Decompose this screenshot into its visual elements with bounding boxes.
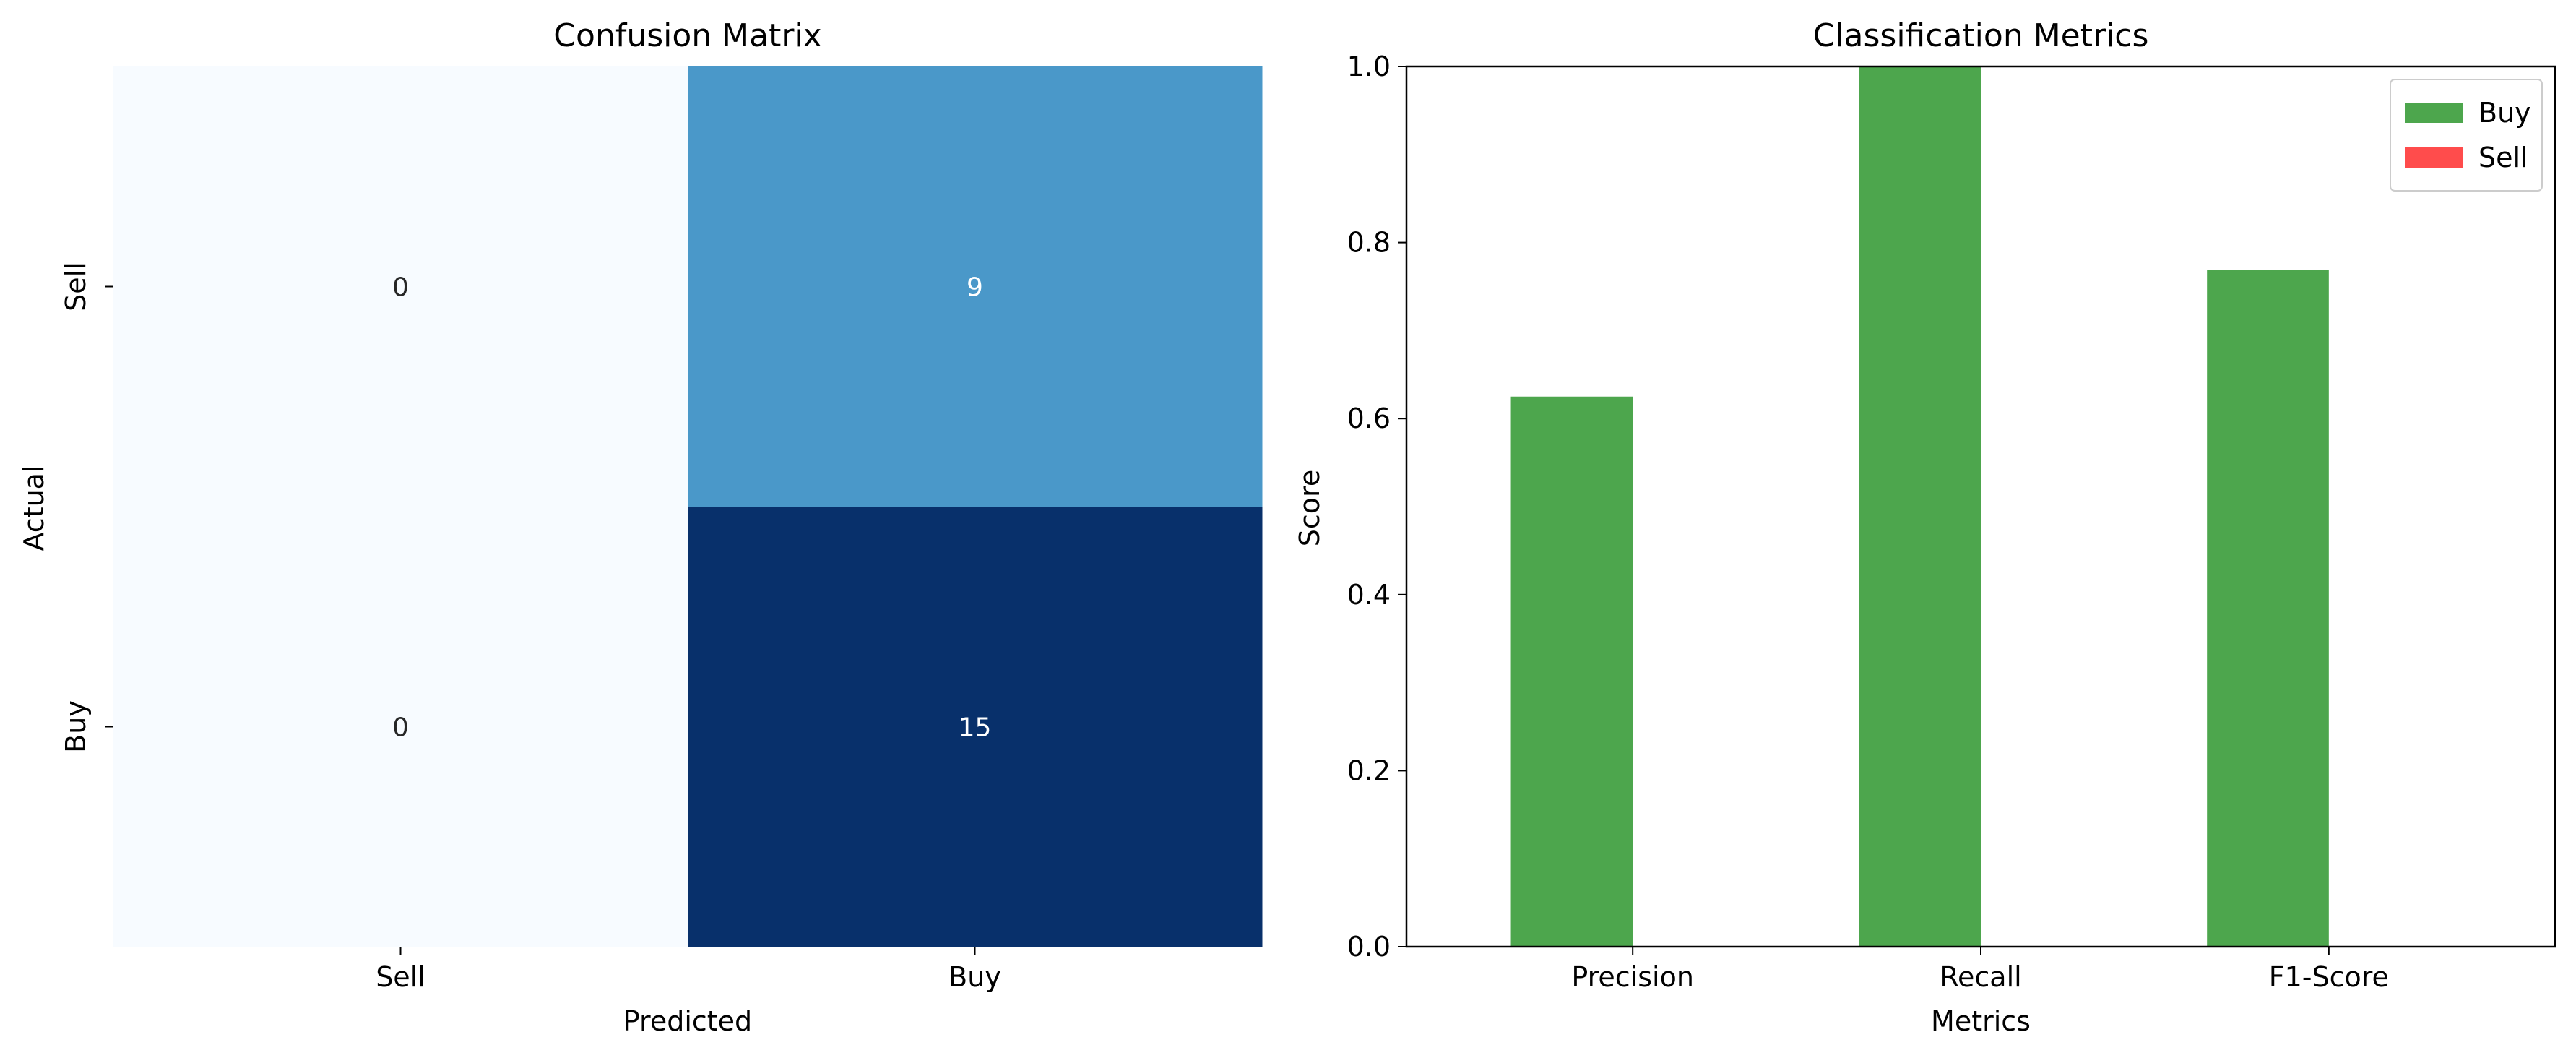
x-tick-label: Recall (1940, 961, 2021, 993)
cm-y-tick-label: Sell (60, 262, 92, 311)
legend: Buy Sell (2390, 79, 2543, 192)
x-tick-label: F1-Score (2269, 961, 2389, 993)
bar-buy-precision (1510, 396, 1633, 947)
cm-cell-label: 15 (959, 713, 992, 743)
cm-x-tick-label: Sell (376, 961, 425, 993)
legend-swatch-sell (2405, 147, 2463, 168)
cm-cell-buy-sell (113, 507, 688, 947)
bar-buy-f1-score (2207, 270, 2329, 947)
cm-y-tick-label: Buy (60, 700, 92, 753)
cm-cell-label: 9 (967, 273, 983, 303)
classification-metrics-x-axis-label: Metrics (1931, 1005, 2031, 1037)
classification-metrics-y-axis-label: Score (1294, 470, 1326, 546)
confusion-matrix-ticks: Sell Buy Sell Buy (60, 262, 1001, 993)
cm-cell-label: 0 (392, 713, 409, 743)
confusion-matrix-cells: 0 9 0 15 (113, 66, 1263, 947)
plot-frame (1405, 65, 2556, 948)
x-tick-label: Precision (1571, 961, 1694, 993)
bar-buy-recall (1859, 66, 1981, 947)
cm-cell-label: 0 (392, 273, 409, 303)
classification-metrics-axes: 0.0 0.2 0.4 0.6 0.8 1.0 Precision Recall F1-Scor… (1347, 51, 2389, 993)
confusion-matrix-y-axis-label: Actual (18, 465, 50, 551)
classification-metrics-panel: Classification Metrics 0.0 0.2 0.4 0.6 0.8 1.… (1294, 17, 2556, 1037)
y-tick-label: 0.6 (1347, 403, 1391, 434)
y-tick-label: 0.0 (1347, 931, 1391, 963)
cm-cell-buy-buy (688, 507, 1263, 947)
y-tick-label: 1.0 (1347, 51, 1391, 82)
cm-x-tick-label: Buy (948, 961, 1001, 993)
cm-cell-sell-buy (688, 66, 1263, 507)
legend-label-sell: Sell (2478, 142, 2528, 173)
y-tick-label: 0.8 (1347, 227, 1391, 259)
cm-cell-sell-sell (113, 66, 688, 507)
y-tick-label: 0.4 (1347, 579, 1391, 611)
confusion-matrix-x-axis-label: Predicted (623, 1005, 752, 1037)
confusion-matrix-panel: Confusion Matrix 0 9 0 15 Sell Buy Sell Buy Pr… (18, 17, 1263, 1037)
y-tick-label: 0.2 (1347, 754, 1391, 786)
classification-metrics-title: Classification Metrics (1813, 17, 2149, 54)
legend-swatch-buy (2405, 103, 2463, 123)
confusion-matrix-title: Confusion Matrix (553, 17, 821, 54)
classification-metrics-bars (1510, 66, 2329, 947)
legend-label-buy: Buy (2478, 97, 2531, 129)
